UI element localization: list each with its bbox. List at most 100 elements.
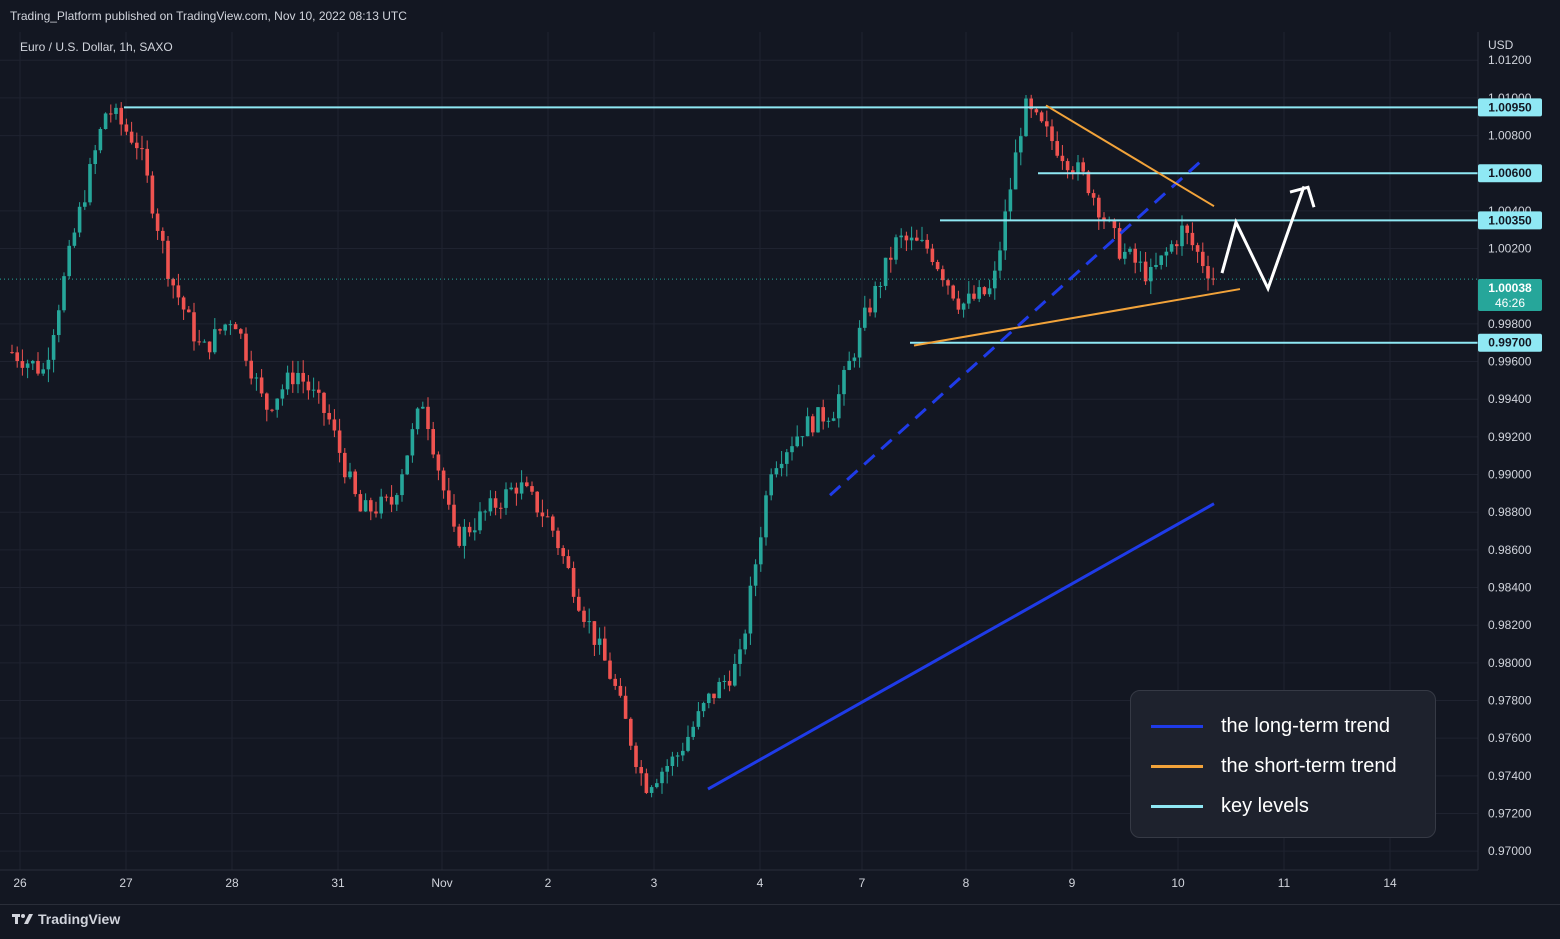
key-level-tag: [1478, 333, 1542, 352]
candle-body: [1102, 217, 1106, 221]
candle-body: [317, 389, 321, 393]
candle-body: [36, 360, 40, 374]
candle-body: [847, 360, 851, 370]
candle-body: [462, 526, 467, 546]
candle-body: [644, 773, 649, 793]
candle-body: [681, 750, 685, 756]
candle-body: [863, 307, 867, 328]
candle-body: [31, 360, 35, 364]
candle-body: [265, 393, 269, 410]
short-term-swatch: [1151, 764, 1203, 768]
key-level-tag-label: 0.99700: [1488, 336, 1532, 350]
candle-body: [1206, 266, 1210, 279]
candle-body: [618, 685, 623, 696]
price-tick-label: 0.98000: [1488, 656, 1532, 670]
candle-body: [337, 430, 342, 453]
time-tick-label: 10: [1171, 876, 1185, 890]
candle-body: [145, 148, 149, 176]
key-level-tag-label: 1.00350: [1488, 213, 1532, 227]
candle-body: [379, 496, 383, 514]
time-tick-label: 7: [859, 876, 866, 890]
candle-body: [1019, 136, 1023, 153]
candle-body: [192, 312, 196, 342]
candle-body: [62, 276, 66, 311]
candle-body: [805, 416, 810, 437]
candle-body: [655, 783, 659, 788]
candle-body: [738, 649, 742, 664]
candle-body: [982, 287, 987, 295]
candle-body: [878, 285, 883, 287]
tradingview-logo[interactable]: TradingView: [12, 911, 120, 927]
candle-body: [967, 293, 971, 304]
channel-dashed-line: [828, 160, 1202, 497]
candle-body: [707, 693, 711, 704]
chart-area[interactable]: Euro / U.S. Dollar, 1h, SAXO USD 1.01200…: [0, 32, 1560, 904]
candle-body: [400, 474, 404, 496]
candle-body: [1060, 155, 1065, 162]
candle-body: [374, 511, 378, 514]
time-tick-label: Nov: [431, 876, 452, 890]
candle-body: [909, 237, 914, 241]
candle-body: [717, 681, 721, 699]
short-term-resistance-line: [1045, 104, 1215, 208]
price-tick-label: 0.97200: [1488, 807, 1532, 821]
candle-body: [1149, 266, 1153, 282]
candle-body: [457, 526, 461, 546]
candle-body: [1013, 152, 1018, 190]
candle-body: [389, 496, 394, 505]
candle-body: [753, 564, 758, 586]
candle-body: [556, 530, 560, 549]
chart-title: Euro / U.S. Dollar, 1h, SAXO: [20, 40, 173, 54]
candle-body: [1076, 162, 1080, 174]
candle-body: [530, 486, 534, 492]
price-tick-label: 0.97400: [1488, 769, 1532, 783]
price-tick-label: 0.97800: [1488, 694, 1532, 708]
time-axis[interactable]: 26 27 28 31 Nov 2 3 4 7 8 9 10 11 14: [0, 869, 1478, 890]
candle-body: [1154, 264, 1158, 267]
candle-body: [1138, 261, 1143, 263]
candle-body: [228, 324, 233, 326]
candle-body: [363, 500, 368, 512]
candle-body: [426, 406, 430, 430]
candle-body: [670, 756, 675, 767]
candle-body: [582, 610, 586, 622]
candle-body: [140, 148, 144, 150]
candle-body: [311, 389, 316, 391]
candle-body: [649, 787, 654, 793]
candle-body: [348, 471, 352, 478]
candle-body: [473, 530, 477, 533]
legend-box: the long-term trend the short-term trend…: [1130, 690, 1436, 838]
candle-body: [181, 297, 186, 310]
candle-body: [124, 124, 129, 132]
key-level-tag-label: 1.00600: [1488, 166, 1532, 180]
grid: [0, 32, 1478, 870]
candle-body: [296, 372, 300, 385]
time-tick-label: 8: [963, 876, 970, 890]
candle-body: [1117, 228, 1122, 259]
candle-body: [785, 452, 789, 464]
last-price-value: 1.00038: [1488, 281, 1532, 295]
candle-body: [103, 113, 108, 130]
candle-body: [930, 248, 935, 263]
candlestick-chart[interactable]: Euro / U.S. Dollar, 1h, SAXO USD 1.01200…: [0, 32, 1560, 904]
candle-body: [25, 363, 30, 368]
candle-body: [634, 745, 638, 768]
candle-body: [410, 429, 415, 456]
candle-body: [826, 420, 831, 422]
price-tick-label: 0.97000: [1488, 844, 1532, 858]
candle-body: [322, 392, 326, 413]
candle-body: [447, 490, 451, 505]
candle-body: [431, 429, 435, 455]
time-tick-label: 3: [651, 876, 658, 890]
candle-body: [15, 352, 19, 362]
candle-body: [733, 663, 737, 686]
candle-body: [197, 341, 201, 343]
candle-body: [993, 270, 997, 289]
price-axis[interactable]: USD 1.012001.010001.008001.004001.002000…: [1477, 32, 1532, 870]
candle-body: [629, 718, 633, 746]
candle-body: [1143, 261, 1148, 282]
time-tick-label: 31: [331, 876, 345, 890]
candle-body: [577, 596, 581, 611]
short-term-support-line: [913, 288, 1241, 347]
price-tick-label: 0.98200: [1488, 618, 1532, 632]
